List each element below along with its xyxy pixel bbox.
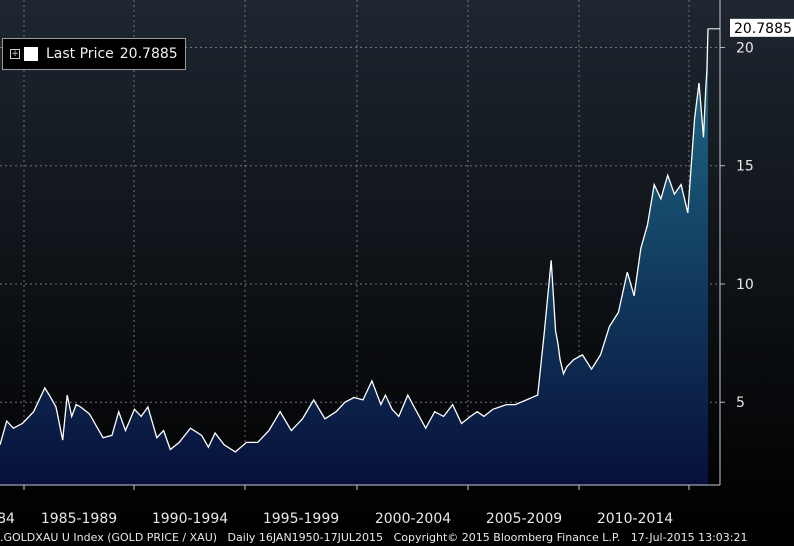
x-tick-label: 1985-1989 xyxy=(41,511,117,527)
y-tick-label: 15 xyxy=(736,159,754,175)
legend-swatch xyxy=(24,47,38,61)
y-tick-label: 10 xyxy=(736,277,754,293)
last-value-tag xyxy=(730,18,794,37)
legend-series-value: 20.7885 xyxy=(119,46,178,62)
footer-ticker: .GOLDXAU U Index (GOLD PRICE / XAU) xyxy=(0,531,218,544)
series-area xyxy=(0,28,708,486)
chart-footer: .GOLDXAU U Index (GOLD PRICE / XAU) Dail… xyxy=(0,529,794,546)
legend[interactable]: + Last Price 20.7885 xyxy=(2,38,186,70)
series-line xyxy=(0,28,709,453)
legend-series-label: Last Price xyxy=(46,46,114,62)
y-tick-label: 20 xyxy=(736,40,754,56)
footer-copyright: Copyright© 2015 Bloomberg Finance L.P. xyxy=(393,531,621,544)
x-tick-label: 2010-2014 xyxy=(597,511,673,527)
y-tick-label: 5 xyxy=(736,395,745,411)
footer-timestamp: 17-Jul-2015 13:03:21 xyxy=(630,531,748,544)
x-tick-label: 1990-1994 xyxy=(152,511,228,527)
x-tick-label: 2000-2004 xyxy=(375,511,451,527)
x-tick-label: 1995-1999 xyxy=(263,511,339,527)
footer-period: Daily 16JAN1950-17JUL2015 xyxy=(227,531,384,544)
last-value-tag-text: 20.7885 xyxy=(734,21,792,37)
x-tick-label: 84 xyxy=(0,511,15,527)
x-tick-label: 2005-2009 xyxy=(486,511,562,527)
legend-expand-icon[interactable]: + xyxy=(10,49,20,59)
